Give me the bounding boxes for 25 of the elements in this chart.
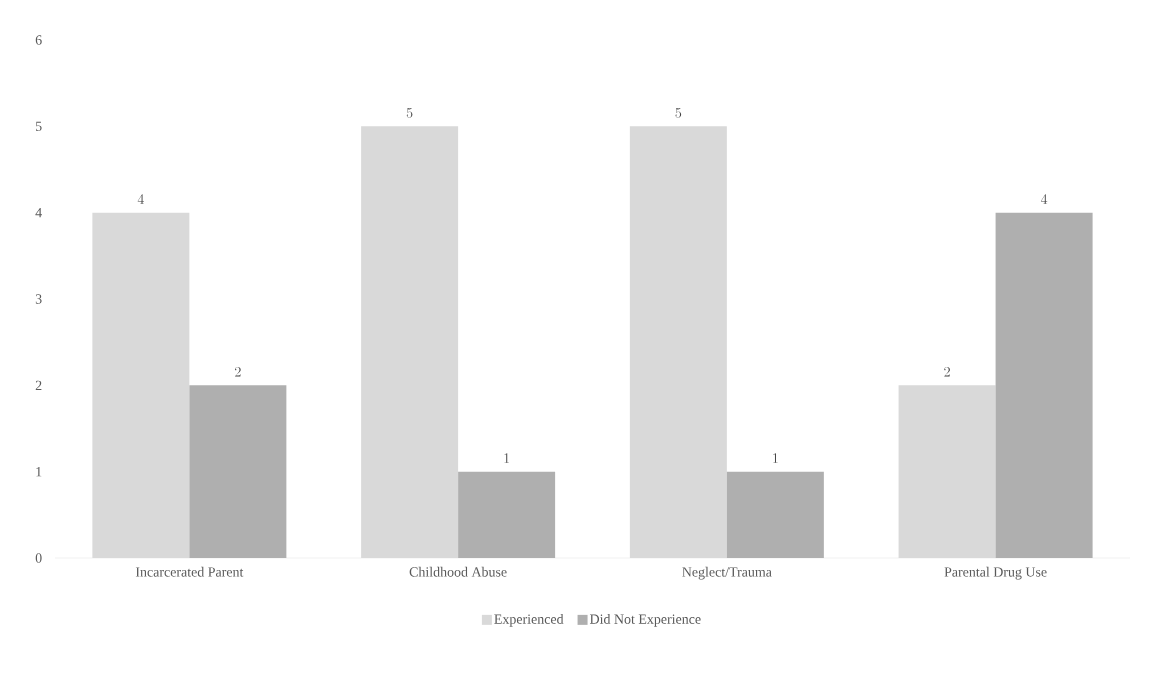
y-tick-label: 2 [35, 380, 42, 390]
bar [189, 385, 287, 558]
x-tick-label: Neglect/Trauma [682, 566, 772, 580]
data-label: 5 [675, 107, 682, 118]
y-tick-label: 0 [35, 553, 42, 563]
data-label: 1 [504, 453, 509, 463]
data-label: 2 [944, 366, 950, 377]
y-tick-label: 3 [35, 294, 42, 304]
x-tick-label: Childhood Abuse [409, 566, 507, 577]
bar [995, 212, 1093, 558]
legend-label: Experienced [494, 613, 564, 627]
data-label: 4 [137, 194, 144, 204]
y-tick-label: 6 [35, 35, 42, 45]
bar [726, 471, 824, 558]
x-tick-label: Incarcerated Parent [135, 566, 244, 577]
x-tick-label: Parental Drug Use [944, 566, 1047, 580]
data-label: 5 [406, 107, 413, 118]
bar [458, 471, 556, 558]
data-label: 1 [773, 453, 778, 463]
data-label: 4 [1040, 194, 1048, 204]
legend-label: Did Not Experience [589, 613, 701, 627]
data-label: 2 [235, 366, 241, 377]
y-tick-label: 1 [36, 467, 42, 477]
y-tick-label: 5 [35, 121, 42, 131]
y-tick-label: 4 [35, 208, 42, 218]
